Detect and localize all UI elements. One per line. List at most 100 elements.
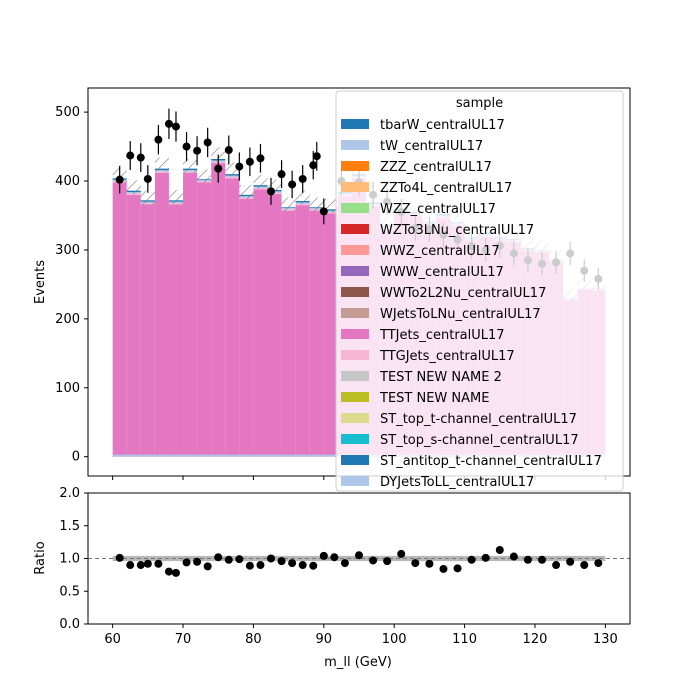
legend-box <box>335 90 624 492</box>
bar-ttjets <box>309 210 324 457</box>
ratio-uncertainty <box>577 555 592 562</box>
legend-swatch <box>341 119 369 129</box>
ratio-point <box>319 551 328 560</box>
ratio-point <box>523 555 532 564</box>
ratio-point <box>538 555 547 564</box>
uncertainty-hatch <box>323 198 338 213</box>
legend-swatch <box>341 287 369 297</box>
ratio-point <box>277 557 286 566</box>
legend-label: ST_antitop_t-channel_centralUL17 <box>380 454 602 469</box>
ratio-point <box>193 557 202 566</box>
ratio-uncertainty <box>591 555 606 562</box>
bar-ttjets <box>281 210 296 457</box>
bar-bottom-component <box>140 454 155 457</box>
legend-swatch <box>341 455 369 465</box>
ratio-y-axis-label: Ratio <box>33 541 48 574</box>
legend-label: tW_centralUL17 <box>380 139 483 154</box>
data-point <box>298 174 307 183</box>
legend-swatch <box>341 413 369 423</box>
legend-label: WZTo3LNu_centralUL17 <box>380 223 534 238</box>
ratio-uncertainty <box>239 555 254 562</box>
main-y-axis-label: Events <box>33 260 48 304</box>
bar-ttjets <box>168 204 184 457</box>
legend-swatch <box>341 203 369 213</box>
uncertainty-hatch <box>309 197 324 212</box>
ratio-uncertainty <box>281 555 296 562</box>
x-tick-label: 130 <box>593 632 618 647</box>
bar-ttjets <box>183 172 198 457</box>
bar-bottom-component <box>309 454 324 457</box>
main-y-ticks: 0 100 200 300 400 500 <box>55 105 88 465</box>
ratio-y-tick-label: 0.0 <box>59 617 80 632</box>
ratio-points <box>115 545 603 577</box>
legend-swatch <box>341 371 369 381</box>
data-point <box>319 207 328 216</box>
ratio-y-tick-label: 1.5 <box>59 519 80 534</box>
uncertainty-hatch <box>140 190 155 205</box>
y-tick-label: 500 <box>55 105 80 120</box>
uncertainty-hatch <box>295 190 310 205</box>
ratio-point <box>481 553 490 562</box>
legend-swatch <box>341 266 369 276</box>
legend-swatch <box>341 308 369 318</box>
data-point <box>277 170 286 179</box>
bar-bottom-component <box>295 454 310 457</box>
ratio-uncertainty <box>436 555 451 562</box>
ratio-point <box>425 559 434 568</box>
bar-minor-component <box>225 176 240 179</box>
legend-swatch <box>341 329 369 339</box>
data-point <box>126 151 135 160</box>
bar-bottom-component <box>211 454 226 457</box>
data-point <box>203 138 212 147</box>
bar-bottom-component <box>126 454 141 457</box>
data-point <box>245 157 254 166</box>
bar-bottom-component <box>197 454 212 457</box>
ratio-point <box>566 557 575 566</box>
ratio-point <box>355 551 363 560</box>
ratio-point <box>580 561 589 570</box>
ratio-point <box>552 561 561 570</box>
data-point <box>115 175 124 184</box>
ratio-point <box>154 559 163 568</box>
uncertainty-hatch <box>154 157 169 172</box>
ratio-x-ticks: 60 70 80 90 100 110 120 130 <box>104 624 618 647</box>
ratio-point <box>411 559 420 568</box>
bar-ttjets <box>126 194 141 457</box>
legend-label: WWTo2L2Nu_centralUL17 <box>380 286 546 301</box>
legend: sample tbarW_centralUL17 tW_centralUL17 ZZZ… <box>335 90 624 492</box>
legend-swatch <box>341 182 369 192</box>
bar-bottom-component <box>323 454 338 457</box>
bar-ttjets <box>267 194 282 457</box>
y-tick-label: 400 <box>55 174 80 189</box>
bar-ttjets <box>323 213 338 457</box>
data-point <box>214 164 223 173</box>
data-point <box>224 146 233 155</box>
bar-ttjets <box>140 204 155 457</box>
ratio-uncertainty <box>492 555 507 562</box>
ratio-point <box>115 553 124 562</box>
legend-label: tbarW_centralUL17 <box>380 118 505 133</box>
x-axis-label: m_ll (GeV) <box>324 655 392 670</box>
uncertainty-hatch <box>211 147 226 162</box>
legend-swatch <box>341 245 369 255</box>
bar-bottom-component <box>267 454 282 457</box>
uncertainty-hatch <box>168 189 184 204</box>
ratio-point <box>288 559 297 568</box>
bar-ttjets <box>154 172 169 457</box>
x-tick-label: 80 <box>245 632 262 647</box>
legend-swatch <box>341 161 369 171</box>
bar-ttjets <box>225 178 240 457</box>
x-tick-label: 60 <box>104 632 121 647</box>
ratio-uncertainty <box>422 555 437 562</box>
uncertainty-hatch <box>183 158 198 173</box>
data-point <box>256 154 265 163</box>
legend-title: sample <box>456 96 503 111</box>
legend-swatch <box>341 140 369 150</box>
uncertainty-hatch <box>126 180 141 195</box>
data-point <box>136 153 145 162</box>
data-point <box>309 161 318 170</box>
ratio-point <box>369 556 378 565</box>
legend-label: ZZTo4L_centralUL17 <box>380 181 512 196</box>
